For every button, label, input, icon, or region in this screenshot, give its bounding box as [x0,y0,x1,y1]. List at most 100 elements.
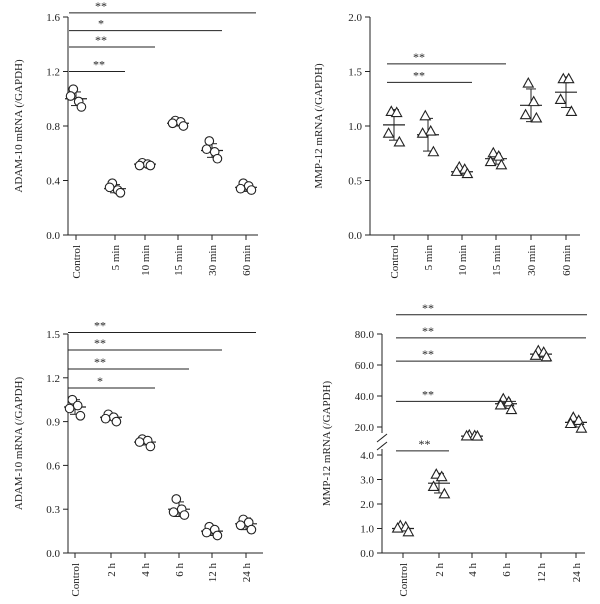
y-tick-label: 0.0 [46,548,60,560]
data-point [64,403,75,414]
data-point [201,527,212,538]
data-group [104,178,126,198]
significance-label: ** [422,301,434,315]
data-group [201,521,223,541]
y-axis-label: MMP-12 mRNA (/GAPDH) [321,381,333,507]
y-tick-label: 1.5 [46,329,60,341]
data-point [134,437,145,447]
x-tick-label: 30 min [207,245,219,276]
data-group [450,160,474,179]
data-point [471,429,484,441]
data-point [461,167,474,179]
y-tick-label: 1.2 [46,67,60,79]
y-axis-label: ADAM-10 mRNA (/GAPDH) [13,59,25,193]
x-tick-label: Control [71,245,83,279]
y-tick-label: 1.2 [46,373,60,385]
x-tick-label: 2 h [434,563,446,577]
x-tick-label: 24 h [571,563,583,583]
data-point [212,153,223,164]
data-group [168,494,190,520]
significance-label: ** [93,58,105,72]
y-tick-label: 0.0 [46,230,60,242]
y-tick-label: 1.6 [46,12,60,24]
x-tick-label: 6 h [174,563,186,577]
data-point [72,400,83,411]
data-point [145,160,156,171]
y-tick-label: 0.8 [46,121,60,133]
x-tick-label: 15 min [173,245,185,276]
data-point [134,160,145,171]
y-tick-label: 0.6 [46,460,60,472]
x-tick-label: 15 min [491,245,503,276]
x-tick-label: 5 min [110,245,122,271]
x-tick-label: 24 h [241,563,253,583]
significance-label: ** [422,347,434,361]
data-point [76,102,87,112]
data-point [565,105,578,116]
data-group [167,115,189,131]
y-tick-label: 80.0 [355,329,375,341]
data-point [246,185,257,195]
y-tick-label: 0.4 [46,176,60,188]
y-tick-label: 60.0 [355,360,375,372]
y-tick-label: 0.0 [348,230,362,242]
x-tick-label: 60 min [241,245,253,276]
y-tick-label: 2.0 [360,499,374,511]
data-point [562,72,575,84]
data-group [134,434,156,452]
data-point [167,118,178,129]
data-point [487,146,500,158]
data-group [416,109,440,157]
data-point [575,422,588,433]
data-point [75,410,86,421]
data-group [235,514,257,535]
x-tick-label: 10 min [457,245,469,276]
data-point [382,127,395,138]
axis-break-mark [376,441,388,451]
data-group [391,519,415,537]
panel-mmp12-minutes: 0.0 0.5 1.0 1.5 2.0 MMP-12 mRNA (/GAPDH) Contr… [313,12,580,279]
data-point [178,121,189,131]
panel-adam10-hours: 0.0 0.3 0.6 0.9 1.2 1.5 ADAM-10 mRNA (/GAPDH) C… [13,319,263,597]
x-tick-label: 60 min [561,245,573,276]
data-point [235,520,246,531]
data-point [201,144,212,155]
data-point [402,525,415,537]
data-point [171,494,182,504]
data-point [527,95,540,107]
data-group [235,178,257,195]
data-point [390,106,403,118]
data-point [427,145,440,157]
data-point [100,413,111,424]
data-point [168,507,179,517]
data-group [427,468,451,499]
data-group [201,136,223,164]
significance-label: ** [413,68,425,82]
y-tick-label: 0.0 [360,548,374,560]
data-point [111,416,122,427]
y-tick-label: 4.0 [360,450,374,462]
significance-label: ** [95,0,107,13]
data-point [529,349,542,360]
y-axis-label: ADAM-10 mRNA (/GAPDH) [13,377,25,511]
panel-mmp12-hours: 0.0 1.0 2.0 3.0 4.0 20.0 40.0 60.0 80.0 MMP-12 mR… [321,301,588,597]
x-tick-label: 4 h [467,563,479,577]
y-tick-label: 1.0 [360,524,374,536]
data-group [64,394,86,421]
y-tick-label: 0.3 [46,504,60,516]
data-point [572,414,585,425]
data-point [435,470,448,482]
data-point [419,109,432,121]
significance-label: ** [422,324,434,338]
data-point [460,429,473,441]
data-group [460,428,484,441]
significance-label: ** [413,50,425,64]
y-tick-label: 1.5 [348,67,362,79]
y-tick-label: 2.0 [348,12,362,24]
data-point [246,524,257,535]
y-axis-label: MMP-12 mRNA (/GAPDH) [313,63,325,189]
data-group [134,157,156,171]
data-point [494,398,507,410]
data-point [450,165,463,176]
